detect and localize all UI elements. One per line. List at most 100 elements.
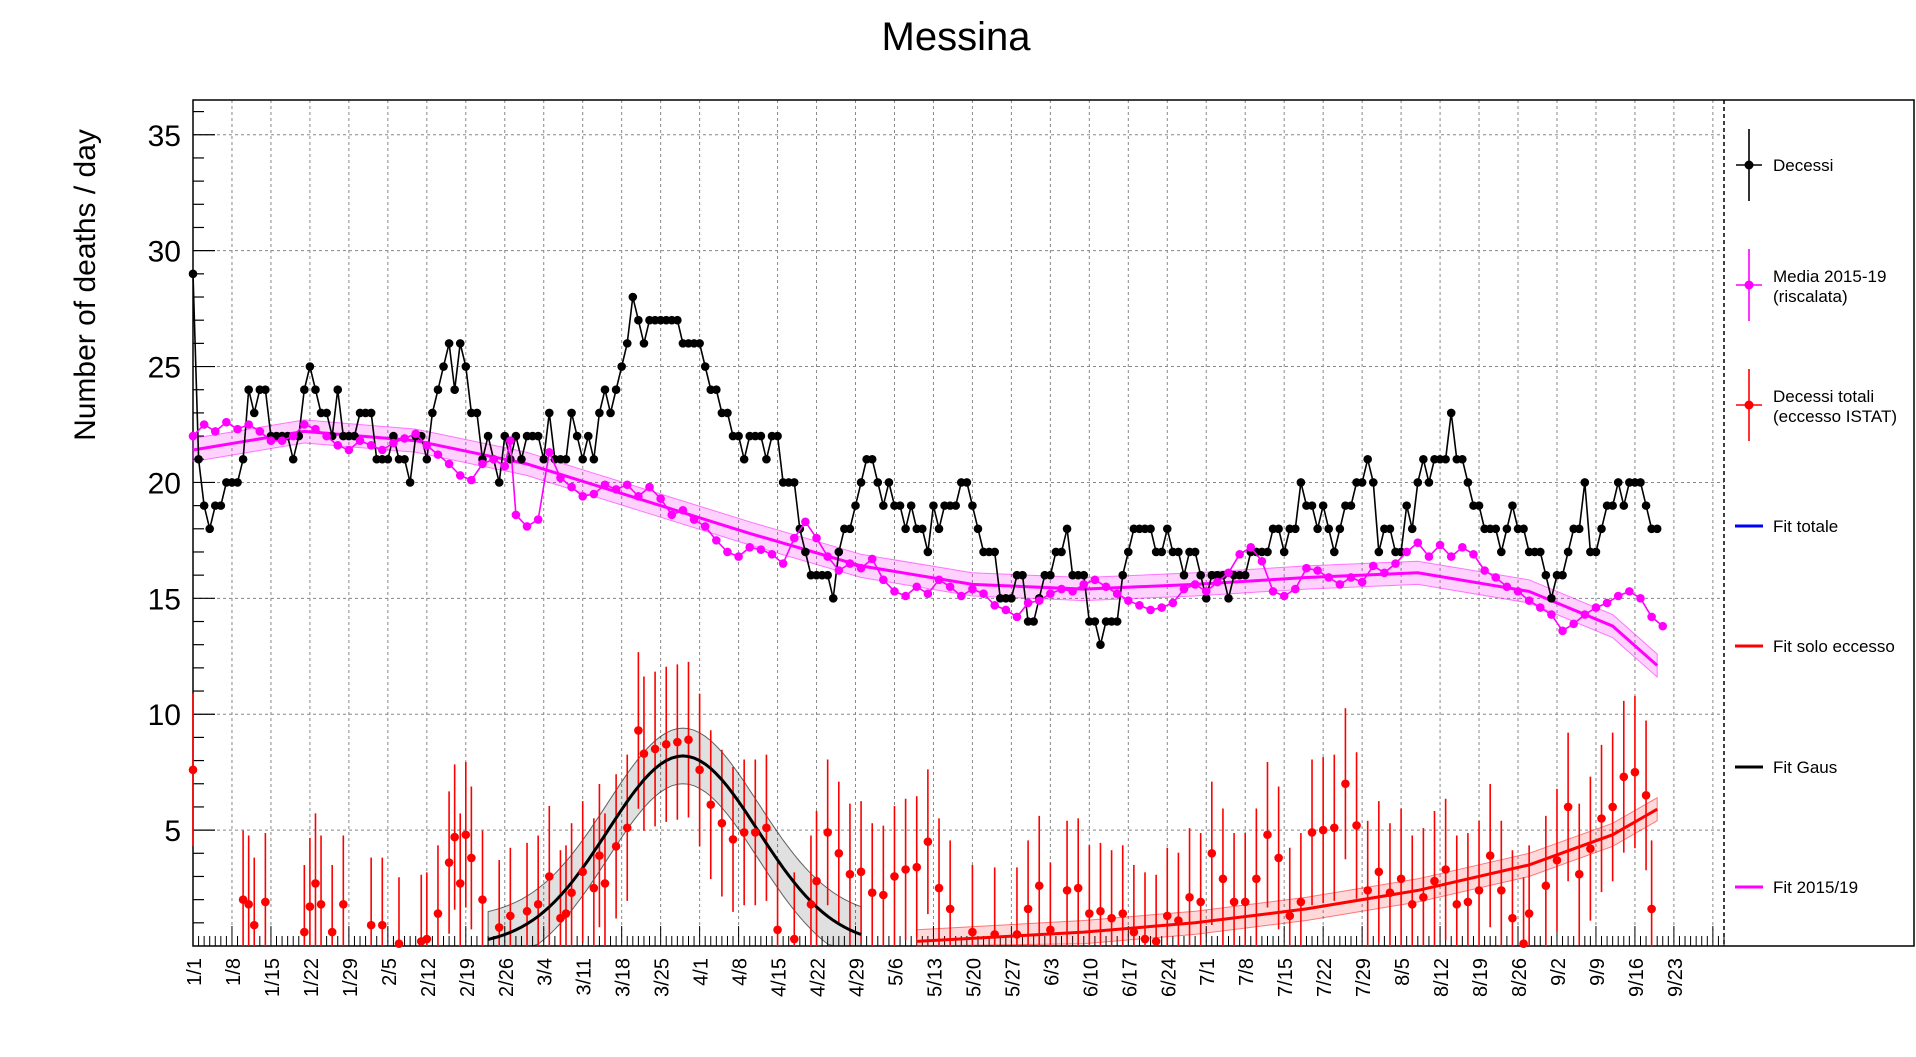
media-2015-19-point	[1079, 580, 1089, 589]
decessi-point	[1224, 594, 1233, 603]
media-2015-19-point	[968, 584, 977, 594]
decessi-totali-point	[1023, 904, 1033, 914]
decessi-point	[973, 524, 983, 534]
media-2015-19-point	[333, 441, 343, 450]
y-tick-label: 25	[148, 352, 181, 385]
media-2015-19-point	[956, 591, 966, 601]
decessi-totali-point	[934, 883, 944, 893]
decessi-totali-point	[1218, 874, 1228, 884]
decessi-point	[1118, 570, 1128, 580]
media-2015-19-point	[467, 475, 476, 485]
decessi-point	[1441, 454, 1450, 464]
decessi-point	[244, 385, 253, 395]
decessi-point	[901, 524, 910, 534]
media-2015-19-point	[1157, 603, 1167, 612]
decessi-point	[400, 454, 409, 464]
media-2015-19-point	[901, 591, 910, 601]
decessi-totali-point	[1430, 876, 1439, 886]
decessi-point	[823, 570, 832, 580]
x-tick-label: 9/2	[1548, 958, 1570, 986]
media-2015-19-point	[656, 494, 665, 503]
decessi-totali-point	[1647, 904, 1656, 914]
decessi-point	[1563, 547, 1573, 557]
media-2015-19-point	[1435, 540, 1445, 550]
media-2015-19-point	[634, 492, 643, 501]
decessi-totali-point	[567, 888, 576, 897]
decessi-totali-point	[467, 853, 476, 863]
decessi-point	[261, 385, 270, 395]
legend-item: Decessi totali(eccesso ISTAT)	[1736, 369, 1897, 441]
decessi-point	[422, 454, 432, 464]
media-2015-19-point	[845, 559, 855, 568]
media-2015-19-point	[300, 420, 309, 429]
legend-label: Fit totale	[1773, 517, 1838, 536]
decessi-totali-point	[394, 939, 404, 948]
decessi-totali-point	[1329, 823, 1339, 833]
media-2015-19-point	[1602, 598, 1612, 608]
decessi-totali-point	[1597, 814, 1606, 823]
decessi-point	[1190, 547, 1200, 557]
media-2015-19-point	[789, 533, 799, 543]
decessi-point	[1597, 524, 1606, 534]
media-2015-19-point	[879, 575, 888, 585]
decessi-totali-point	[327, 927, 337, 937]
decessi-point	[1057, 547, 1066, 557]
decessi-point	[1291, 524, 1300, 534]
x-tick-label: 7/8	[1236, 958, 1258, 986]
x-tick-label: 1/22	[301, 958, 323, 997]
media-2015-19-point	[199, 420, 209, 429]
decessi-totali-point	[806, 899, 816, 909]
media-2015-19-point	[1368, 561, 1378, 571]
decessi-point	[1368, 478, 1378, 487]
decessi-point	[533, 431, 543, 441]
x-tick-label: 8/26	[1509, 958, 1531, 997]
decessi-totali-point	[901, 865, 910, 874]
decessi-totali-point	[750, 828, 760, 837]
fit-2015-19-line	[192, 429, 1659, 667]
decessi-point	[1307, 501, 1317, 510]
media-2015-19-point	[1402, 547, 1411, 557]
y-tick-label: 30	[148, 236, 181, 269]
decessi-point	[1541, 570, 1551, 580]
decessi-totali-point	[494, 923, 504, 932]
media-2015-19-point	[622, 480, 632, 490]
media-2015-19-point	[1057, 584, 1066, 594]
x-tick-label: 1/15	[262, 958, 284, 997]
media-2015-19-point	[1513, 587, 1523, 596]
media-2015-19-point	[411, 429, 420, 439]
decessi-point	[567, 408, 576, 418]
decessi-point	[934, 524, 944, 534]
decessi-point	[595, 408, 604, 418]
decessi-totali-point	[1107, 913, 1116, 923]
decessi-point	[990, 547, 999, 557]
x-tick-label: 7/15	[1275, 958, 1297, 997]
decessi-point	[1124, 547, 1133, 557]
decessi-totali-point	[1307, 828, 1317, 837]
legend-label: Decessi	[1773, 156, 1833, 175]
decessi-totali-point	[1240, 897, 1250, 907]
legend-label: Fit 2015/19	[1773, 878, 1858, 897]
decessi-totali-point	[1407, 899, 1417, 909]
decessi-totali-point	[450, 832, 459, 842]
y-tick-label: 5	[164, 815, 181, 848]
decessi-totali-point	[595, 851, 604, 860]
media-2015-19-point	[600, 480, 610, 490]
decessi-totali-point	[1608, 802, 1617, 812]
media-2015-19-point	[1335, 580, 1345, 589]
decessi-point	[572, 431, 582, 441]
decessi-totali-point	[1441, 865, 1450, 874]
decessi-point	[617, 362, 626, 371]
x-tick-label: 4/8	[730, 958, 752, 986]
decessi-point	[1574, 524, 1584, 534]
decessi-point	[1324, 524, 1334, 534]
series	[188, 269, 1668, 948]
decessi-totali-point	[912, 862, 922, 872]
x-tick-label: 6/24	[1158, 958, 1180, 997]
legend-label: (riscalata)	[1773, 287, 1848, 306]
x-tick-label: 8/19	[1470, 958, 1492, 997]
y-tick-label: 35	[148, 120, 181, 153]
decessi-point	[1519, 524, 1528, 534]
media-2015-19-point	[589, 489, 599, 499]
decessi-point	[288, 454, 298, 464]
media-2015-19-point	[689, 515, 699, 524]
